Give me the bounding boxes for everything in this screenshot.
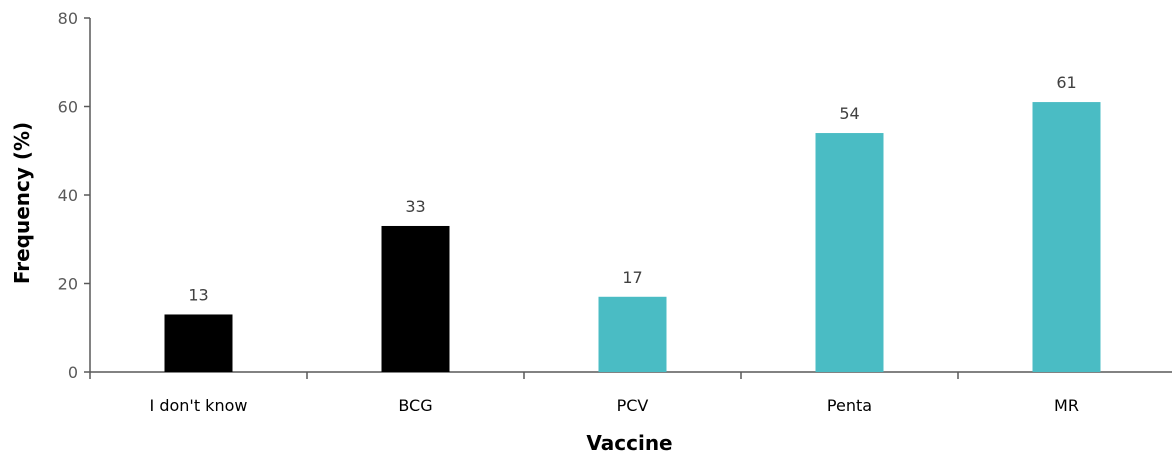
data-label: 13 bbox=[188, 285, 208, 304]
y-tick-label: 0 bbox=[68, 363, 78, 382]
x-axis: I don't know BCG PCV Penta MR bbox=[89, 371, 1172, 415]
bars bbox=[164, 102, 1101, 372]
x-tick-label: Penta bbox=[827, 396, 872, 415]
bar bbox=[164, 314, 233, 372]
data-label: 33 bbox=[405, 197, 425, 216]
x-tick-label: PCV bbox=[617, 396, 649, 415]
bar bbox=[1032, 102, 1101, 372]
data-label: 54 bbox=[839, 104, 859, 123]
y-axis: 0 20 40 60 80 bbox=[58, 9, 91, 382]
data-label: 17 bbox=[622, 268, 642, 287]
y-tick-label: 60 bbox=[58, 98, 78, 117]
bar bbox=[815, 133, 884, 372]
bar bbox=[598, 296, 667, 372]
data-labels: 13 33 17 54 61 bbox=[188, 73, 1076, 304]
x-axis-title: Vaccine bbox=[586, 431, 672, 455]
y-axis-title: Frequency (%) bbox=[10, 122, 34, 284]
x-tick-label: I don't know bbox=[150, 396, 248, 415]
x-tick-label: MR bbox=[1054, 396, 1079, 415]
bar bbox=[381, 225, 450, 372]
y-tick-label: 40 bbox=[58, 186, 78, 205]
y-tick-label: 80 bbox=[58, 9, 78, 28]
y-tick-label: 20 bbox=[58, 275, 78, 294]
data-label: 61 bbox=[1056, 73, 1076, 92]
x-tick-label: BCG bbox=[398, 396, 432, 415]
